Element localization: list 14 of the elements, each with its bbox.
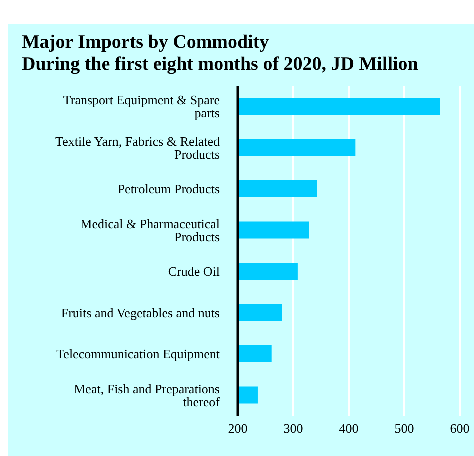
y-tick-label: Telecommunication Equipment — [56, 346, 220, 362]
x-tick-label: 600 — [450, 421, 470, 436]
x-tick-label: 200 — [228, 421, 248, 436]
y-tick-label: Textile Yarn, Fabrics & Related Products — [56, 134, 220, 162]
y-tick-label: Petroleum Products — [118, 182, 220, 197]
y-tick-label: Meat, Fish and Preparations thereof — [74, 381, 221, 410]
x-tick-label: 300 — [284, 421, 304, 436]
y-tick-label: Crude Oil — [168, 264, 220, 280]
x-tick-label: 500 — [394, 421, 414, 436]
y-tick-label: Medical & Pharmaceutical Products — [80, 216, 220, 244]
x-tick-label: 400 — [339, 421, 359, 436]
y-tick-label: Fruits and Vegetables and nuts — [61, 305, 220, 320]
y-tick-label: Transport Equipment & Spare parts — [63, 92, 220, 121]
chart-title: Major Imports by Commodity During the first eight months of 2020, JD Million — [21, 31, 420, 76]
